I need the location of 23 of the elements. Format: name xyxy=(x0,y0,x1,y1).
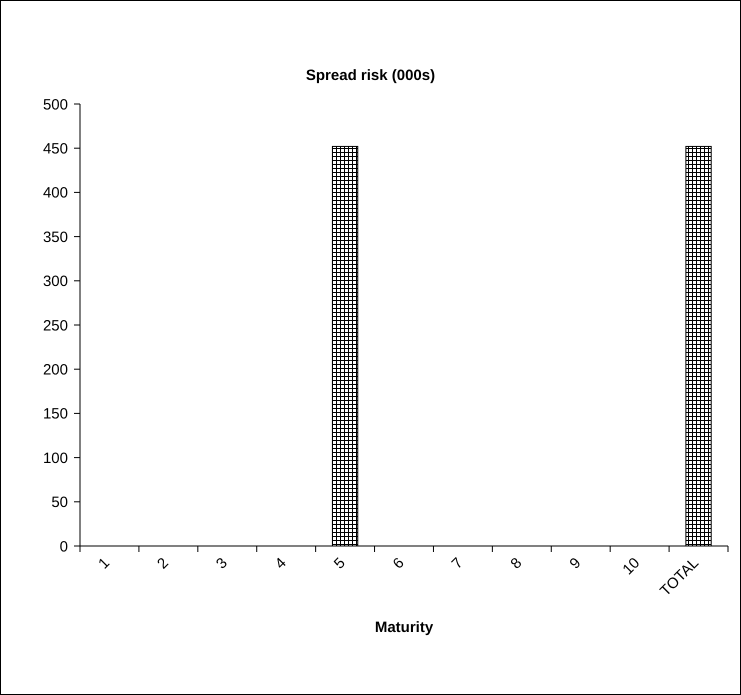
y-tick-label: 250 xyxy=(42,317,68,334)
x-tick-label: 1 xyxy=(95,554,114,572)
y-tick-label: 150 xyxy=(42,406,68,423)
x-tick-label: 3 xyxy=(212,554,231,572)
x-tick-label: 2 xyxy=(154,554,172,572)
y-tick-label: 500 xyxy=(42,96,68,114)
y-tick-label: 200 xyxy=(42,361,68,378)
y-tick-label: 400 xyxy=(42,184,68,202)
x-tick-label: 4 xyxy=(272,554,290,572)
x-tick-label: 5 xyxy=(330,554,349,572)
x-tick-label: 10 xyxy=(619,554,644,578)
x-axis-title: Maturity xyxy=(374,619,434,636)
y-tick-label: 300 xyxy=(42,273,68,290)
x-tick-label: 8 xyxy=(507,554,526,572)
y-tick-label: 50 xyxy=(51,494,68,512)
x-tick-label: 9 xyxy=(566,554,584,572)
y-tick-label: 350 xyxy=(42,228,68,246)
chart-title: Spread risk (000s) xyxy=(306,67,436,84)
y-tick-label: 100 xyxy=(42,450,68,467)
x-tick-label: 6 xyxy=(390,554,408,572)
y-tick-label: 0 xyxy=(60,538,68,556)
x-tick-label: 7 xyxy=(448,554,467,572)
y-tick-label: 450 xyxy=(42,140,68,158)
